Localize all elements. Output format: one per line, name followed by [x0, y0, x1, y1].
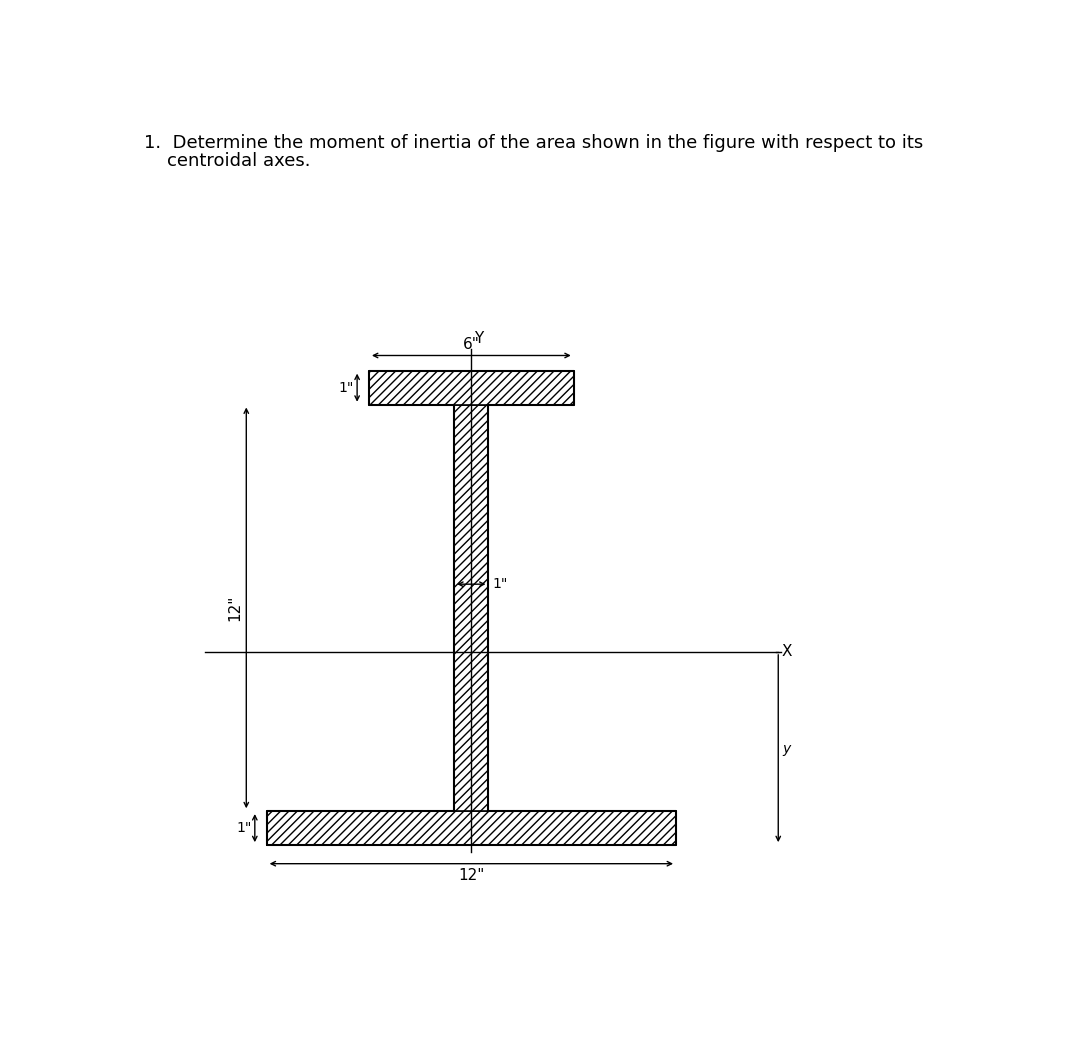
Text: centroidal axes.: centroidal axes. [145, 152, 311, 170]
Text: 12": 12" [228, 595, 242, 621]
Text: 1": 1" [492, 577, 508, 592]
Text: Y: Y [474, 331, 484, 346]
Bar [455, 405, 488, 811]
Bar [267, 811, 676, 845]
Text: 1": 1" [339, 381, 354, 394]
Bar [369, 370, 573, 405]
Text: X: X [781, 644, 792, 660]
Text: 1": 1" [237, 821, 252, 835]
Text: 1.  Determine the moment of inertia of the area shown in the figure with respect: 1. Determine the moment of inertia of th… [145, 134, 923, 152]
Text: 6": 6" [463, 337, 480, 351]
Text: 12": 12" [458, 868, 485, 882]
Text: y: y [782, 742, 791, 755]
